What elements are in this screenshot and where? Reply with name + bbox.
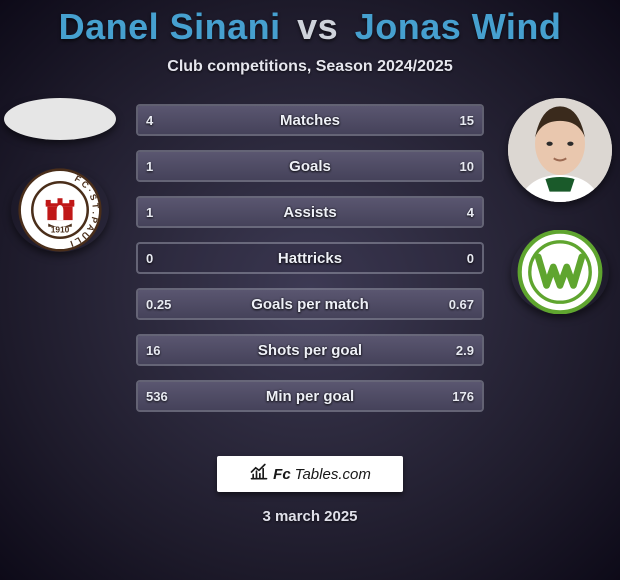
player1-avatar (4, 98, 116, 140)
stat-row: Matches415 (136, 104, 484, 136)
stat-fill-right (169, 152, 482, 180)
brand-box: FcTables.com (217, 456, 403, 492)
stat-row: Shots per goal162.9 (136, 334, 484, 366)
brand-chart-icon (249, 462, 269, 487)
player2-name: Jonas Wind (355, 6, 562, 47)
snapshot-date: 3 march 2025 (0, 508, 620, 525)
player1-name: Danel Sinani (59, 6, 281, 47)
stat-row: Min per goal536176 (136, 380, 484, 412)
stat-fill-left (138, 336, 430, 364)
stat-fill-right (207, 198, 482, 226)
stat-row: Hattricks0 0 (136, 242, 484, 274)
stat-fill-left (138, 290, 231, 318)
stat-fill-left (138, 382, 396, 410)
main-area: F C · S T . P A U L I 1910 (0, 104, 620, 434)
stat-fill-left (138, 198, 207, 226)
subtitle: Club competitions, Season 2024/2025 (0, 58, 620, 76)
stat-fill-left (138, 106, 210, 134)
stats-container: Matches415 Goals110 Assists14 Hattricks0 0 Go… (136, 104, 484, 412)
stat-value-right: 0 (459, 244, 482, 272)
stat-row: Assists14 (136, 196, 484, 228)
brand-name-1: Fc (273, 466, 291, 483)
stat-row: Goals110 (136, 150, 484, 182)
brand-name-2: Tables.com (295, 466, 371, 483)
stat-value-left: 0 (138, 244, 161, 272)
stat-fill-right (210, 106, 482, 134)
player2-club-badge (511, 230, 609, 314)
stat-fill-right (430, 336, 482, 364)
stat-fill-left (138, 152, 169, 180)
stat-fill-right (231, 290, 482, 318)
vs-label: vs (297, 6, 338, 47)
stat-row: Goals per match0.250.67 (136, 288, 484, 320)
player1-club-badge: F C · S T . P A U L I 1910 (11, 168, 109, 252)
stat-label: Hattricks (138, 244, 482, 272)
player2-avatar (508, 98, 612, 202)
stat-fill-right (396, 382, 482, 410)
svg-text:1910: 1910 (51, 225, 70, 235)
comparison-title: Danel Sinani vs Jonas Wind (0, 0, 620, 48)
right-column (500, 98, 620, 314)
left-column: F C · S T . P A U L I 1910 (0, 98, 120, 252)
